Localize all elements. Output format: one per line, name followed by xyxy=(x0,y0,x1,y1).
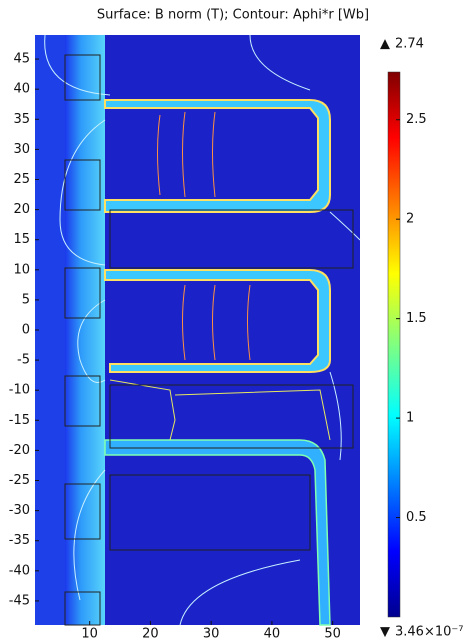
colorbar-tick-label: 1 xyxy=(406,411,414,426)
min-marker: ▼ xyxy=(380,625,390,640)
y-tick-label: -25 xyxy=(9,473,30,488)
x-tick-label: 50 xyxy=(324,627,341,641)
y-tick-label: 5 xyxy=(22,292,30,307)
y-tick-label: 25 xyxy=(13,172,30,187)
y-tick-label: 10 xyxy=(13,262,30,277)
colorbar-min: 3.46×10⁻⁷ xyxy=(395,625,463,640)
y-tick-label: -15 xyxy=(9,413,30,428)
colorbar-tick-label: 2 xyxy=(406,212,414,227)
y-tick-label: -10 xyxy=(9,383,30,398)
colorbar-tick-label: 0.5 xyxy=(406,510,427,525)
y-tick-label: -45 xyxy=(9,593,30,608)
y-tick-label: -20 xyxy=(9,443,30,458)
y-tick-label: 20 xyxy=(13,202,30,217)
x-tick-label: 30 xyxy=(203,627,220,641)
y-tick-label: -35 xyxy=(9,533,30,548)
x-tick-label: 20 xyxy=(142,627,159,641)
colorbar xyxy=(387,71,401,618)
y-tick-label: -40 xyxy=(9,563,30,578)
y-tick-label: -5 xyxy=(17,353,30,368)
y-tick-label: 45 xyxy=(13,52,30,67)
y-tick-label: 15 xyxy=(13,232,30,247)
y-tick-label: -30 xyxy=(9,503,30,518)
colorbar-tick-label: 1.5 xyxy=(406,311,427,326)
x-tick-label: 40 xyxy=(264,627,281,641)
y-tick-label: 0 xyxy=(22,323,30,338)
chart-title: Surface: B norm (T); Contour: Aphi*r [Wb… xyxy=(97,8,369,23)
y-tick-label: 35 xyxy=(13,112,30,127)
colorbar-max: 2.74 xyxy=(395,37,424,52)
colorbar-tick-label: 2.5 xyxy=(406,112,427,127)
field-plot xyxy=(35,34,361,626)
y-tick-label: 30 xyxy=(13,142,30,157)
x-tick-label: 10 xyxy=(81,627,98,641)
max-marker: ▲ xyxy=(380,37,390,52)
y-tick-label: 40 xyxy=(13,82,30,97)
